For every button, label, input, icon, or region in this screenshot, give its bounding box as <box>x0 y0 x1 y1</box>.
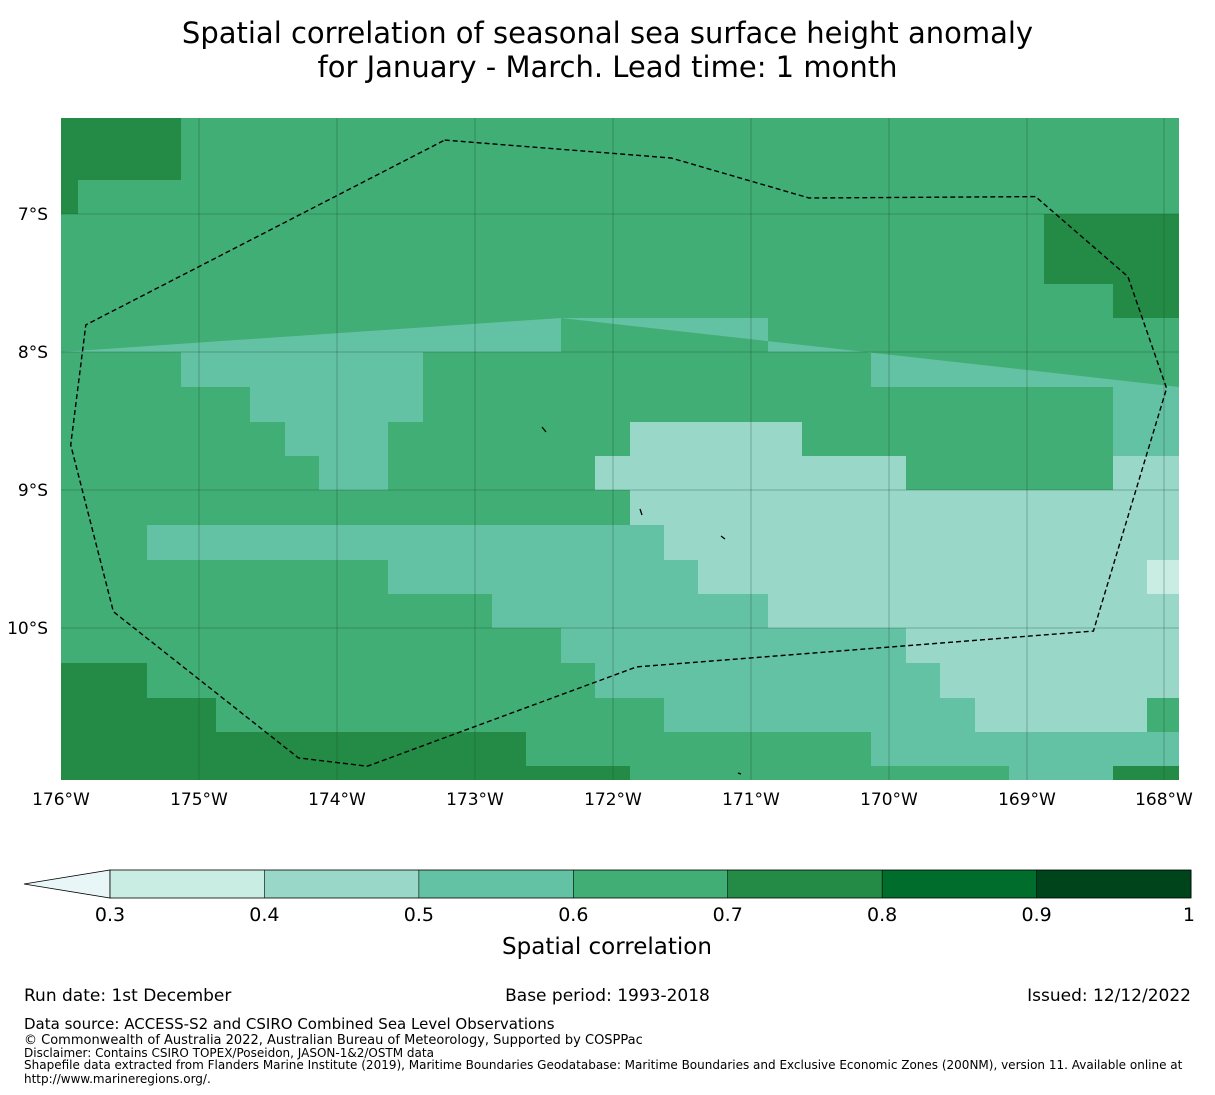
colorbar-ticks: 0.3 0.4 0.5 0.6 0.7 0.8 0.9 1 <box>95 904 1195 926</box>
colorbar-segment <box>573 870 729 898</box>
base-period: Base period: 1993-2018 <box>505 986 710 1006</box>
colorbar-segment <box>418 870 574 898</box>
colorbar-tick-label: 0.4 <box>249 904 279 926</box>
colorbar-tick-label: 0.5 <box>404 904 434 926</box>
island-1 <box>541 426 547 433</box>
chart-title-line-1: Spatial correlation of seasonal sea surf… <box>181 16 1034 50</box>
colorbar-extend-arrow <box>23 869 111 899</box>
colorbar-tick-label: 0.9 <box>1021 904 1051 926</box>
lon-label: 173°W <box>446 790 504 810</box>
shapefile-credit-2: http://www.marineregions.org/. <box>24 1072 211 1086</box>
colorbar-tick-label: 0.7 <box>713 904 743 926</box>
field-region-0.4-0.5 <box>595 422 1179 732</box>
colorbar-tick-label: 0.6 <box>558 904 588 926</box>
lat-label: 7°S <box>18 205 48 225</box>
lon-label: 175°W <box>170 790 228 810</box>
chart-title-line-2: for January - March. Lead time: 1 month <box>317 50 898 84</box>
colorbar-segment <box>727 870 883 898</box>
shapefile-credit-1: Shapefile data extracted from Flanders M… <box>24 1058 1183 1072</box>
field-region-0.7-0.8 <box>61 118 1179 780</box>
lon-label: 171°W <box>722 790 780 810</box>
colorbar-tick-label: 0.3 <box>95 904 125 926</box>
correlation-field <box>61 118 1179 780</box>
run-date: Run date: 1st December <box>24 986 232 1006</box>
colorbar: 0.3 0.4 0.5 0.6 0.7 0.8 0.9 1 Spatial correlati… <box>23 869 1195 960</box>
copyright: © Commonwealth of Australia 2022, Austra… <box>24 1033 643 1048</box>
lat-label: 9°S <box>18 481 48 501</box>
lon-label: 176°W <box>32 790 90 810</box>
graticule <box>61 118 1179 780</box>
colorbar-frame <box>109 869 1192 899</box>
field-region-0.5-0.6 <box>61 318 1179 780</box>
disclaimer: Disclaimer: Contains CSIRO TOPEX/Poseido… <box>24 1046 434 1060</box>
lat-label: 8°S <box>18 343 48 363</box>
islands <box>541 426 742 775</box>
field-region-0.3-0.4 <box>1147 560 1179 594</box>
lat-label: 10°S <box>7 619 48 639</box>
colorbar-tick-label: 0.8 <box>867 904 897 926</box>
colorbar-segment <box>882 870 1038 898</box>
island-3 <box>720 535 726 540</box>
colorbar-segment <box>264 870 420 898</box>
island-4 <box>737 772 742 775</box>
colorbar-segments <box>110 870 1192 898</box>
colorbar-segment <box>110 870 265 898</box>
lon-label: 170°W <box>860 790 918 810</box>
colorbar-label: Spatial correlation <box>502 934 712 960</box>
colorbar-segment <box>1036 870 1192 898</box>
latitude-labels: 7°S 8°S 9°S 10°S <box>7 205 48 639</box>
longitude-labels: 176°W 175°W 174°W 173°W 172°W 171°W 170°… <box>32 790 1193 810</box>
colorbar-tick-label: 1 <box>1183 904 1195 926</box>
lon-label: 168°W <box>1135 790 1193 810</box>
lon-label: 169°W <box>998 790 1056 810</box>
issued-date: Issued: 12/12/2022 <box>1027 986 1191 1006</box>
eez-boundary <box>69 139 1168 767</box>
island-2 <box>639 508 643 516</box>
lon-label: 172°W <box>584 790 642 810</box>
lon-label: 174°W <box>308 790 366 810</box>
data-source: Data source: ACCESS-S2 and CSIRO Combine… <box>24 1015 555 1033</box>
